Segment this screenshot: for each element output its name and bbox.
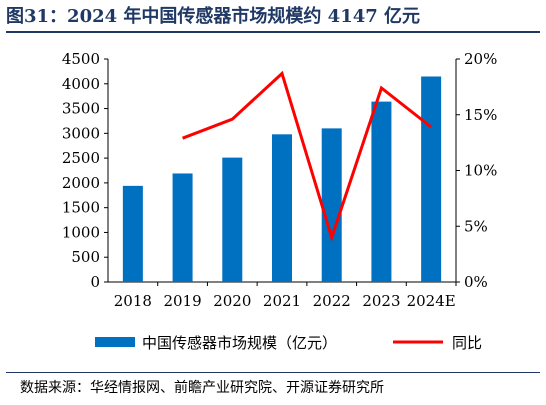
bar <box>272 134 292 282</box>
x-tick-label: 2024E <box>407 292 456 310</box>
x-tick-label: 2020 <box>213 292 251 310</box>
left-tick-label: 3500 <box>62 100 100 118</box>
bar <box>421 76 442 283</box>
bar <box>371 101 392 283</box>
bar <box>321 128 342 282</box>
right-tick-label: 10% <box>464 162 497 180</box>
left-tick-label: 1500 <box>62 199 100 217</box>
combo-chart: 0 500 1000 1500 2000 2500 3000 3500 4000 4500 0% 5%… <box>62 50 498 352</box>
legend: 中国传感器市场规模（亿元） 同比 <box>95 334 482 352</box>
x-tick-label: 2022 <box>313 292 351 310</box>
left-tick-label: 4500 <box>62 50 100 68</box>
title-divider <box>6 31 540 33</box>
left-tick-label: 1000 <box>62 223 100 241</box>
legend-bar-label: 中国传感器市场规模（亿元） <box>142 334 337 352</box>
line-series <box>182 70 433 243</box>
left-tick-label: 0 <box>90 273 100 291</box>
tick-labels: 0 500 1000 1500 2000 2500 3000 3500 4000 4500 0% 5%… <box>62 50 498 310</box>
chart-title: 图31：2024 年中国传感器市场规模约 4147 亿元 <box>6 6 421 27</box>
legend-bar-swatch <box>95 337 135 347</box>
source-divider <box>6 372 540 373</box>
bar-series <box>122 76 442 283</box>
bar <box>222 157 243 282</box>
legend-line-label: 同比 <box>452 334 482 352</box>
right-tick-label: 20% <box>464 50 497 68</box>
source-note: 数据来源：华经情报网、前瞻产业研究院、开源证券研究所 <box>20 380 384 396</box>
left-tick-label: 3000 <box>62 124 100 142</box>
right-tick-label: 15% <box>464 106 497 124</box>
x-tick-label: 2019 <box>163 292 201 310</box>
left-tick-label: 4000 <box>62 75 100 93</box>
yoy-line <box>182 70 433 243</box>
bar <box>122 185 143 282</box>
x-tick-label: 2023 <box>362 292 400 310</box>
bar <box>172 173 193 282</box>
x-tick-label: 2021 <box>263 292 301 310</box>
left-tick-label: 2000 <box>62 174 100 192</box>
right-tick-label: 0% <box>464 273 488 291</box>
right-tick-label: 5% <box>464 217 488 235</box>
left-tick-label: 500 <box>71 248 100 266</box>
left-tick-label: 2500 <box>62 149 100 167</box>
x-tick-label: 2018 <box>114 292 152 310</box>
